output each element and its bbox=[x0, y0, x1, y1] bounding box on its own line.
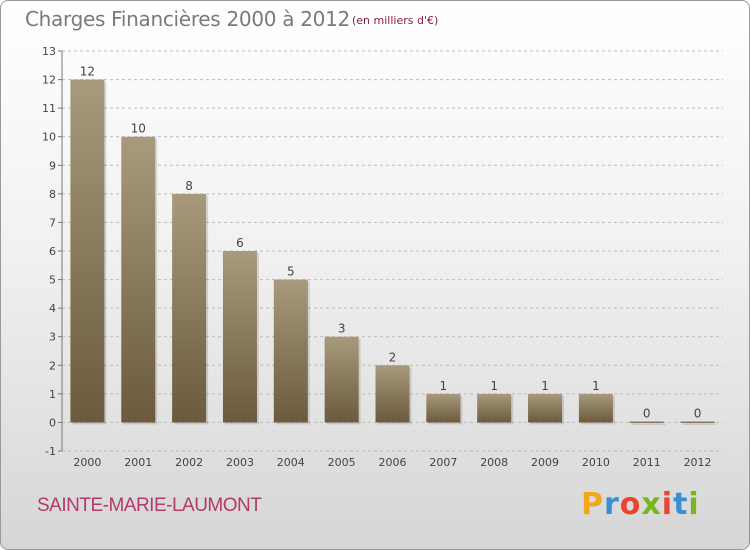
y-tick-label: 2 bbox=[49, 359, 56, 372]
data-label: 2 bbox=[389, 350, 397, 364]
y-tick-label: 7 bbox=[49, 216, 56, 229]
x-tick-label: 2000 bbox=[73, 456, 101, 469]
data-label: 0 bbox=[694, 406, 702, 420]
data-label: 6 bbox=[236, 236, 244, 250]
x-tick-label: 2010 bbox=[582, 456, 610, 469]
y-tick-label: 12 bbox=[42, 74, 56, 87]
y-tick-label: -1 bbox=[45, 445, 56, 458]
data-label: 10 bbox=[131, 122, 146, 136]
x-tick-label: 2009 bbox=[531, 456, 559, 469]
proxiti-logo: Proxiti bbox=[581, 487, 700, 522]
x-tick-label: 2012 bbox=[684, 456, 712, 469]
data-label: 1 bbox=[592, 379, 600, 393]
bar-2004 bbox=[273, 279, 308, 423]
x-tick-label: 2003 bbox=[226, 456, 254, 469]
bar-2002 bbox=[172, 193, 207, 423]
bar-2003 bbox=[222, 251, 257, 423]
chart-title: Charges Financières 2000 à 2012 bbox=[25, 7, 350, 31]
x-tick-label: 2011 bbox=[633, 456, 661, 469]
bar-2010 bbox=[578, 393, 613, 423]
y-tick-label: 3 bbox=[49, 331, 56, 344]
x-tick-label: 2006 bbox=[379, 456, 407, 469]
logo-letter: i bbox=[688, 487, 700, 522]
y-tick-label: 5 bbox=[49, 274, 56, 287]
data-label: 1 bbox=[490, 379, 498, 393]
bar-2009 bbox=[528, 393, 563, 423]
bars bbox=[70, 79, 717, 425]
bar-2007 bbox=[426, 393, 461, 423]
x-tick-label: 2002 bbox=[175, 456, 203, 469]
y-tick-label: 9 bbox=[49, 159, 56, 172]
x-tick-label: 2005 bbox=[328, 456, 356, 469]
bar-2000 bbox=[70, 79, 105, 423]
y-tick-label: 4 bbox=[49, 302, 56, 315]
y-tick-label: 11 bbox=[42, 102, 56, 115]
bar-2012 bbox=[680, 421, 715, 423]
logo-letter: r bbox=[604, 487, 620, 522]
chart-unit-label: (en milliers d'€) bbox=[352, 14, 439, 27]
bar-2001 bbox=[121, 136, 156, 423]
labels: 1220001020018200262003520043200522006120… bbox=[73, 65, 711, 469]
bar-2005 bbox=[324, 336, 359, 423]
logo-letter: o bbox=[619, 487, 642, 522]
data-label: 0 bbox=[643, 406, 651, 420]
y-tick-label: 0 bbox=[49, 416, 56, 429]
y-tick-label: 10 bbox=[42, 131, 56, 144]
logo-letter: t bbox=[673, 487, 689, 522]
data-label: 12 bbox=[80, 65, 95, 79]
logo-letter: i bbox=[661, 487, 674, 522]
bar-2006 bbox=[375, 365, 410, 423]
data-label: 1 bbox=[440, 379, 448, 393]
y-tick-label: 13 bbox=[42, 45, 56, 58]
bar-shadow bbox=[682, 423, 717, 425]
data-label: 1 bbox=[541, 379, 549, 393]
y-tick-label: 1 bbox=[49, 388, 56, 401]
logo-letter: P bbox=[581, 487, 604, 522]
commune-name: SAINTE-MARIE-LAUMONT bbox=[37, 495, 262, 516]
x-tick-label: 2007 bbox=[429, 456, 457, 469]
bar-2008 bbox=[477, 393, 512, 423]
y-tick-label: 6 bbox=[49, 245, 56, 258]
x-tick-label: 2008 bbox=[480, 456, 508, 469]
bar-2011 bbox=[629, 421, 664, 423]
data-label: 8 bbox=[185, 179, 193, 193]
y-tick-label: 8 bbox=[49, 188, 56, 201]
x-tick-label: 2001 bbox=[124, 456, 152, 469]
x-tick-label: 2004 bbox=[277, 456, 305, 469]
data-label: 3 bbox=[338, 322, 346, 336]
data-label: 5 bbox=[287, 265, 295, 279]
bar-shadow bbox=[631, 423, 666, 425]
logo-letter: x bbox=[641, 487, 662, 522]
